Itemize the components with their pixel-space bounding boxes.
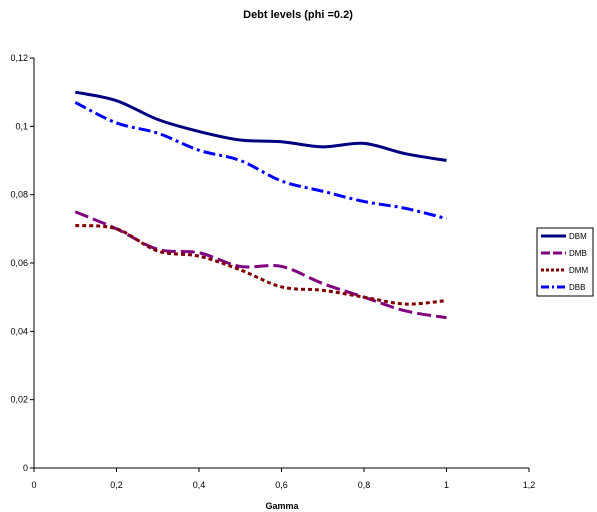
series-line-dbb: [74, 101, 447, 221]
legend-label: DBM: [569, 232, 587, 241]
y-tick-label: 0,12: [10, 53, 28, 63]
x-ticks: 0 0,2 0,4 0,6 0,8 1 1,2: [31, 468, 535, 490]
series-line-dmb: [74, 210, 447, 320]
x-tick-label: 0,2: [110, 480, 123, 490]
y-tick-label: 0,06: [10, 258, 28, 268]
legend-label: DMB: [569, 249, 587, 258]
x-tick-label: 0,6: [275, 480, 288, 490]
x-tick-label: 0: [31, 480, 36, 490]
y-tick-label: 0,08: [10, 190, 28, 200]
series-line-dmm: [75, 223, 447, 306]
legend-box: [536, 227, 594, 297]
y-tick-label: 0,04: [10, 326, 28, 336]
legend-label: DBB: [569, 283, 585, 292]
x-tick-label: 0,8: [358, 480, 371, 490]
legend-items: DBM DMB DMM DBB: [541, 232, 588, 292]
x-tick-label: 1,2: [523, 480, 536, 490]
y-tick-label: 0,02: [10, 395, 28, 405]
axes: [33, 58, 529, 469]
y-tick-label: 0: [23, 463, 28, 473]
x-tick-label: 1: [444, 480, 449, 490]
series-lines: [74, 90, 447, 320]
x-tick-label: 0,4: [193, 480, 206, 490]
series-line-dbm: [74, 90, 447, 162]
legend: DBM DMB DMM DBB: [536, 227, 594, 297]
chart-title: Debt levels (phi =0.2): [243, 9, 353, 21]
legend-label: DMM: [569, 266, 588, 275]
x-axis-label: Gamma: [265, 501, 299, 511]
y-ticks: 0 0,02 0,04 0,06 0,08 0,1 0,12: [10, 53, 34, 473]
y-tick-label: 0,1: [15, 121, 28, 131]
